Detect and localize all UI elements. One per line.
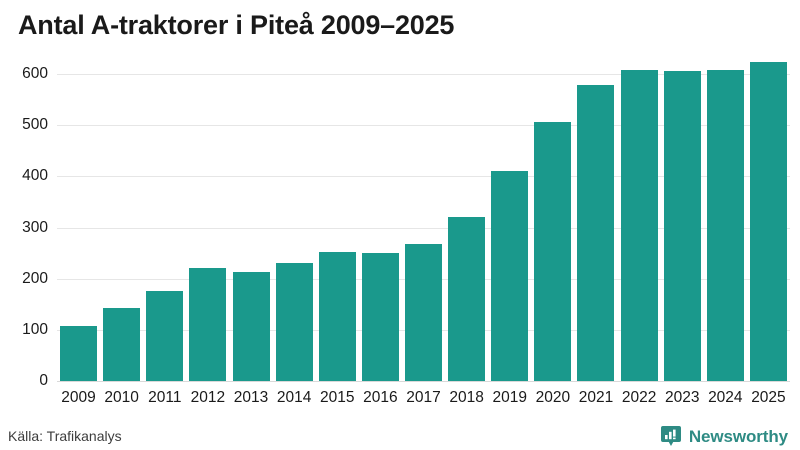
bar <box>60 325 98 381</box>
x-axis-tick-label: 2025 <box>751 389 786 406</box>
x-axis-tick-label: 2012 <box>190 389 226 406</box>
x-axis-tick-label: 2019 <box>492 389 527 406</box>
bar <box>448 217 486 381</box>
bar <box>405 244 442 381</box>
bar <box>232 271 270 381</box>
bar <box>663 71 701 381</box>
y-axis-tick-label: 100 <box>22 320 48 338</box>
x-axis-tick-label: 2018 <box>449 389 484 406</box>
x-axis-tick-label: 2017 <box>406 389 441 406</box>
bar <box>361 252 399 381</box>
x-axis-tick-label: 2020 <box>535 389 571 406</box>
x-axis-tick-label: 2009 <box>61 389 96 406</box>
bar <box>534 122 572 381</box>
x-axis-tick-label: 2024 <box>708 389 743 406</box>
gridline <box>57 176 790 178</box>
y-axis-tick-label: 500 <box>22 116 48 134</box>
bar <box>577 85 615 381</box>
bar-series <box>57 60 790 385</box>
x-axis-tick-label: 2014 <box>276 389 312 406</box>
x-axis-tick-label: 2010 <box>104 389 139 406</box>
bar <box>146 290 184 381</box>
y-axis-tick-label: 300 <box>22 218 48 236</box>
brand-logo: Newsworthy <box>660 424 788 448</box>
bar-chart-logo-icon <box>660 426 681 446</box>
bar <box>491 171 529 381</box>
gridline <box>57 125 790 127</box>
chart-title: Antal A-traktorer i Piteå 2009–2025 <box>18 10 455 40</box>
y-axis-tick-labels: 0 100 200 300 400 500 600 <box>0 60 48 388</box>
y-axis-tick-label: 400 <box>22 167 48 185</box>
gridline <box>57 227 790 229</box>
bar <box>103 308 141 381</box>
bar <box>318 251 356 381</box>
x-axis-tick-label: 2011 <box>148 389 182 406</box>
x-axis-tick-label: 2013 <box>233 389 269 406</box>
y-axis-tick-label: 0 <box>39 372 48 389</box>
axis-baseline <box>57 381 790 382</box>
x-axis-tick-label: 2023 <box>664 389 700 406</box>
brand-name: Newsworthy <box>688 426 788 446</box>
bar <box>620 69 658 381</box>
bar <box>275 262 313 381</box>
gridline <box>57 74 790 75</box>
bar <box>189 267 227 381</box>
y-axis-tick-label: 200 <box>22 269 48 287</box>
y-axis-tick-label: 600 <box>22 65 48 82</box>
source-note: Källa: Trafikanalys <box>8 428 122 444</box>
x-axis-tick-label: 2022 <box>621 389 657 406</box>
x-axis-tick-label: 2016 <box>363 389 398 406</box>
x-axis-tick-labels: 2009 2010 2011 2012 2013 2014 2015 2016 2017 2018… <box>57 390 790 410</box>
x-axis-tick-label: 2021 <box>578 389 614 406</box>
bar <box>749 62 787 381</box>
bar <box>706 70 744 381</box>
x-axis-tick-label: 2015 <box>320 389 355 406</box>
